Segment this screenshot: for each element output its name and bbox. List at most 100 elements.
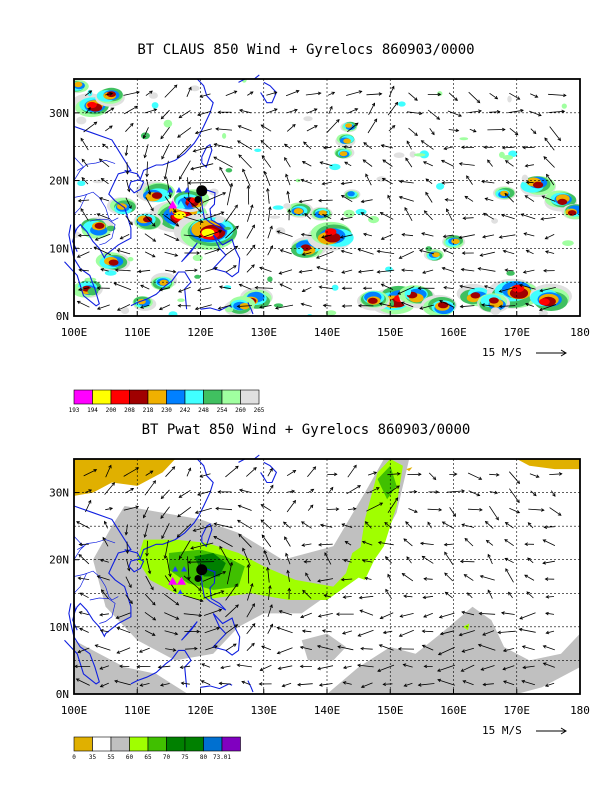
wind-arrow-head bbox=[76, 300, 81, 305]
wind-arrow bbox=[400, 613, 414, 617]
wind-arrow-head bbox=[520, 213, 525, 217]
wind-arrow-head bbox=[261, 645, 265, 649]
wind-arrow bbox=[420, 542, 434, 545]
wind-arrow bbox=[204, 248, 220, 255]
colorbar-label: 260 bbox=[235, 407, 246, 414]
wind-arrow bbox=[404, 682, 413, 687]
wind-arrow-head bbox=[357, 663, 361, 668]
wind-arrow bbox=[343, 596, 352, 598]
wind-arrow-head bbox=[232, 643, 237, 647]
wind-arrow bbox=[301, 521, 312, 529]
cloud-speckle bbox=[368, 216, 380, 224]
wind-arrow-head bbox=[282, 521, 287, 526]
wind-arrow-head bbox=[251, 623, 256, 627]
wind-arrow-head bbox=[96, 306, 101, 310]
wind-arrow-head bbox=[119, 664, 123, 669]
wind-arrow bbox=[285, 90, 300, 97]
wind-arrow bbox=[529, 110, 542, 116]
wind-arrow-head bbox=[481, 179, 485, 184]
wind-arrow-head bbox=[188, 86, 192, 91]
wind-arrow-head bbox=[128, 584, 132, 589]
wind-arrow bbox=[423, 612, 433, 618]
colorbar-label: 218 bbox=[143, 407, 154, 414]
wind-arrow-head bbox=[96, 286, 101, 290]
wind-arrow bbox=[237, 140, 253, 150]
cloud-speckle bbox=[223, 226, 232, 230]
wind-arrow-head bbox=[498, 304, 503, 309]
x-tick-label: 120E bbox=[187, 326, 214, 339]
wind-arrow bbox=[237, 519, 253, 530]
wind-arrow-head bbox=[279, 249, 284, 253]
wind-arrow bbox=[125, 215, 133, 225]
cloud-blob bbox=[567, 210, 577, 216]
wind-arrow bbox=[145, 90, 153, 96]
wind-arrow-head bbox=[298, 199, 303, 204]
wind-arrow-head bbox=[397, 647, 402, 651]
wind-arrow bbox=[404, 207, 413, 221]
colorbar-label: 35 bbox=[89, 754, 97, 761]
wind-arrow bbox=[239, 489, 252, 493]
wind-arrow bbox=[323, 304, 332, 307]
wind-arrow-head bbox=[418, 111, 423, 116]
gyre-triangle-marker bbox=[176, 200, 186, 209]
wind-arrow bbox=[548, 110, 565, 113]
wind-arrow-head bbox=[238, 283, 243, 288]
wind-arrow-head bbox=[379, 212, 384, 216]
colorbar-label: 80 bbox=[200, 754, 208, 761]
wind-arrow bbox=[381, 144, 393, 149]
wind-arrow bbox=[542, 560, 555, 564]
wind-arrow bbox=[178, 489, 191, 498]
wind-arrow bbox=[178, 286, 191, 293]
wind-arrow bbox=[267, 468, 273, 477]
wind-arrow-head bbox=[237, 125, 242, 129]
wind-arrow bbox=[305, 572, 311, 582]
cloud-speckle bbox=[425, 246, 432, 252]
cloud-speckle bbox=[104, 270, 117, 276]
cloud-blob bbox=[470, 292, 481, 299]
wind-arrow bbox=[246, 603, 255, 618]
wind-arrow bbox=[381, 283, 394, 290]
wind-arrow bbox=[489, 505, 499, 521]
panel-2-axes: 100E 110E 120E 130E 140E 150E 160E 170E 180 0N 10N… bbox=[49, 487, 590, 737]
wind-arrow-head bbox=[541, 508, 545, 512]
wind-arrow bbox=[487, 554, 493, 565]
wind-arrow-head bbox=[151, 223, 156, 227]
wind-arrow-head bbox=[161, 535, 165, 540]
wind-arrow bbox=[99, 197, 110, 202]
wind-arrow-head bbox=[135, 467, 140, 471]
panel-2-wind-vectors bbox=[74, 464, 563, 688]
cloud-speckle bbox=[283, 203, 291, 209]
wind-arrow-head bbox=[443, 146, 448, 151]
gyre-triangle-marker bbox=[172, 566, 179, 572]
wind-arrow bbox=[478, 644, 496, 651]
wind-arrow bbox=[180, 665, 191, 668]
wind-arrow bbox=[319, 683, 333, 686]
wind-arrow bbox=[468, 110, 482, 113]
wind-arrow-head bbox=[274, 306, 279, 310]
wind-arrow bbox=[466, 175, 473, 185]
wind-arrow bbox=[200, 93, 211, 98]
wind-arrow-head bbox=[396, 485, 400, 489]
wind-arrow bbox=[79, 611, 89, 616]
wind-arrow bbox=[341, 523, 353, 528]
wind-arrow-head bbox=[341, 286, 346, 291]
wind-arrow bbox=[445, 591, 453, 599]
cloud-speckle bbox=[214, 216, 225, 223]
pwat-region-55 bbox=[74, 640, 188, 694]
wind-arrow bbox=[161, 109, 170, 120]
colorbar-label: 254 bbox=[217, 407, 228, 414]
wind-arrow-head bbox=[342, 595, 347, 599]
wind-arrow bbox=[347, 508, 356, 510]
wind-arrow-head bbox=[406, 140, 410, 145]
wind-arrow-head bbox=[361, 540, 366, 545]
wind-arrow-head bbox=[436, 116, 441, 120]
panel-2-colorbar: 0 35 55 60 65 70 75 80 73.01 bbox=[72, 736, 241, 761]
cloud-blob bbox=[201, 228, 215, 237]
x-tick-label: 160E bbox=[440, 704, 467, 717]
cloud-speckle bbox=[225, 168, 233, 173]
wind-arrow-head bbox=[277, 666, 282, 670]
wind-arrow bbox=[363, 142, 373, 150]
wind-arrow-head bbox=[233, 90, 238, 94]
wind-arrow-head bbox=[403, 594, 407, 599]
wind-arrow bbox=[185, 269, 198, 272]
